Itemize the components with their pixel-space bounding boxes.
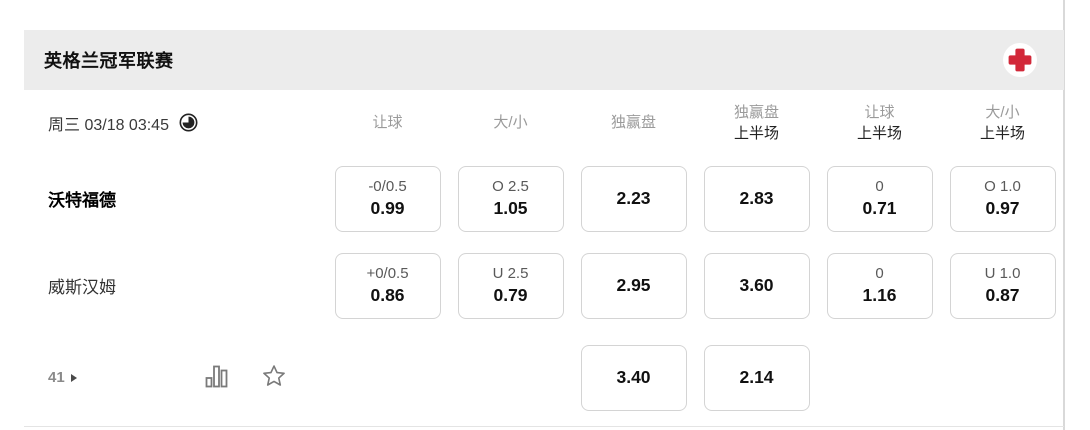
odds-cell: 3.60 <box>695 252 818 319</box>
column-sublabel: 上半场 <box>733 124 779 142</box>
right-divider <box>1063 0 1065 430</box>
league-title: 英格兰冠军联赛 <box>44 51 174 71</box>
odds-button-over[interactable]: O 2.5 1.05 <box>457 165 564 232</box>
odds-cell: +0/0.5 0.86 <box>326 252 449 319</box>
odds-button-handicap-first-half-home[interactable]: 0 0.71 <box>826 165 933 232</box>
match-datetime: 周三 03/18 03:45 <box>48 116 169 134</box>
odds-cell: -0/0.5 0.99 <box>326 165 449 232</box>
footer-tools-cell: 41 <box>24 363 326 393</box>
odds-button-handicap-first-half-away[interactable]: 0 1.16 <box>826 252 933 319</box>
home-team-cell: 沃特福德 <box>24 186 326 211</box>
match-card: 英格兰冠军联赛 周三 03/18 03:45 让球 大/小 <box>24 0 1064 427</box>
star-icon <box>261 363 287 392</box>
handicap-line: +0/0.5 <box>366 265 409 282</box>
home-team-row: 沃特福德 -0/0.5 0.99 O 2.5 1.05 2.23 2.83 <box>24 155 1064 242</box>
column-header-handicap: 让球 <box>326 112 449 133</box>
odds-button-handicap-away[interactable]: +0/0.5 0.86 <box>334 252 441 319</box>
column-sublabel: 上半场 <box>856 124 902 142</box>
odds-button-moneyline-first-half-draw[interactable]: 2.14 <box>703 344 810 411</box>
column-sublabel: 上半场 <box>979 124 1025 142</box>
column-header-over-under: 大/小 <box>449 112 572 133</box>
handicap-line: 0 <box>875 265 884 282</box>
odds-button-over-first-half[interactable]: O 1.0 0.97 <box>949 165 1056 232</box>
bar-chart-icon <box>203 363 230 393</box>
odds-cell: O 1.0 0.97 <box>941 165 1064 232</box>
column-label: 独赢盘 <box>610 114 656 131</box>
favorite-button[interactable] <box>261 363 287 392</box>
handicap-line: O 2.5 <box>492 178 529 195</box>
odds-cell: 3.40 <box>572 344 695 411</box>
odds-cell: 2.14 <box>695 344 818 411</box>
odds-value: 0.97 <box>985 198 1020 218</box>
handicap-line: 0 <box>875 178 884 195</box>
odds-value: 2.14 <box>739 367 774 387</box>
triangle-right-icon <box>70 373 77 382</box>
clock-icon <box>179 113 198 132</box>
odds-cell: U 1.0 0.87 <box>941 252 1064 319</box>
odds-button-under-first-half[interactable]: U 1.0 0.87 <box>949 252 1056 319</box>
column-header-handicap-first-half: 让球 上半场 <box>818 102 941 144</box>
odds-value: 0.86 <box>370 285 405 305</box>
away-team-row: 威斯汉姆 +0/0.5 0.86 U 2.5 0.79 2.95 3.60 <box>24 242 1064 329</box>
odds-value: 0.79 <box>493 285 528 305</box>
odds-cell: U 2.5 0.79 <box>449 252 572 319</box>
footer-row: 41 <box>24 329 1064 426</box>
odds-cell: 2.23 <box>572 165 695 232</box>
odds-button-moneyline-first-half-away[interactable]: 3.60 <box>703 252 810 319</box>
handicap-line: U 1.0 <box>984 265 1021 282</box>
handicap-line: -0/0.5 <box>368 178 407 195</box>
datetime-cell: 周三 03/18 03:45 <box>24 111 326 135</box>
odds-value: 2.95 <box>616 275 651 295</box>
away-team-cell: 威斯汉姆 <box>24 273 326 298</box>
column-header-moneyline: 独赢盘 <box>572 112 695 133</box>
column-label: 大/小 <box>985 103 1020 121</box>
odds-value: 0.99 <box>370 198 405 218</box>
column-label: 让球 <box>372 114 403 131</box>
odds-value: 0.87 <box>985 285 1020 305</box>
home-team-name: 沃特福德 <box>48 191 116 210</box>
odds-button-moneyline-draw[interactable]: 3.40 <box>580 344 687 411</box>
odds-button-moneyline-first-half-home[interactable]: 2.83 <box>703 165 810 232</box>
odds-value: 1.05 <box>493 198 528 218</box>
columns-header-row: 周三 03/18 03:45 让球 大/小 独赢盘 独赢盘 上半场 <box>24 90 1064 155</box>
odds-value: 3.40 <box>616 367 651 387</box>
more-markets-button[interactable]: 41 <box>48 369 77 386</box>
column-label: 让球 <box>864 103 895 121</box>
odds-cell: 2.95 <box>572 252 695 319</box>
odds-cell: 0 0.71 <box>818 165 941 232</box>
odds-value: 1.16 <box>862 285 897 305</box>
column-header-moneyline-first-half: 独赢盘 上半场 <box>695 102 818 144</box>
odds-button-under[interactable]: U 2.5 0.79 <box>457 252 564 319</box>
odds-cell: 2.83 <box>695 165 818 232</box>
column-label: 大/小 <box>493 114 528 131</box>
away-team-name: 威斯汉姆 <box>48 278 116 297</box>
handicap-line: U 2.5 <box>492 265 529 282</box>
odds-value: 0.71 <box>862 198 897 218</box>
column-header-over-under-first-half: 大/小 上半场 <box>941 102 1064 144</box>
odds-value: 2.83 <box>739 188 774 208</box>
more-markets-count: 41 <box>48 369 65 386</box>
column-label: 独赢盘 <box>733 103 779 121</box>
stats-button[interactable] <box>203 363 230 393</box>
odds-button-handicap-home[interactable]: -0/0.5 0.99 <box>334 165 441 232</box>
red-cross-icon[interactable] <box>1003 43 1037 77</box>
odds-value: 2.23 <box>616 188 651 208</box>
league-header: 英格兰冠军联赛 <box>24 30 1064 90</box>
odds-cell: 0 1.16 <box>818 252 941 319</box>
odds-value: 3.60 <box>739 275 774 295</box>
odds-button-moneyline-away[interactable]: 2.95 <box>580 252 687 319</box>
odds-button-moneyline-home[interactable]: 2.23 <box>580 165 687 232</box>
odds-cell: O 2.5 1.05 <box>449 165 572 232</box>
handicap-line: O 1.0 <box>984 178 1021 195</box>
